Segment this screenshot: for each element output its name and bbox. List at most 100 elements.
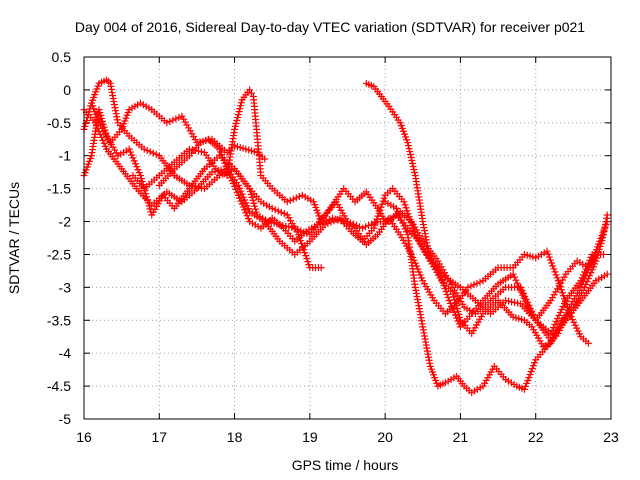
- data-point: [476, 278, 484, 286]
- data-point: [553, 274, 561, 282]
- data-point: [406, 148, 414, 156]
- data-point: [502, 297, 510, 305]
- data-point: [559, 292, 567, 300]
- y-tick-label: -3.5: [47, 312, 71, 328]
- data-point: [289, 195, 297, 203]
- data-point: [402, 204, 410, 212]
- data-point: [305, 261, 313, 269]
- data-point: [291, 224, 299, 232]
- series-satellite-track-6: [155, 135, 592, 347]
- data-point: [294, 225, 302, 233]
- data-point: [523, 379, 531, 387]
- data-point: [362, 223, 370, 231]
- data-point: [603, 218, 611, 226]
- data-point: [407, 219, 415, 227]
- data-point: [464, 283, 472, 291]
- x-tick-labels: 16 17 18 19 20 21 22 23: [76, 429, 619, 445]
- data-point: [380, 194, 388, 202]
- x-tick-label: 17: [151, 429, 167, 445]
- data-point: [197, 148, 205, 156]
- x-axis-label: GPS time / hours: [292, 457, 399, 473]
- data-point: [529, 362, 537, 370]
- data-point: [286, 196, 294, 204]
- data-point: [473, 279, 481, 287]
- data-point: [166, 118, 174, 126]
- data-point: [407, 154, 415, 162]
- data-point: [283, 198, 291, 206]
- data-point: [551, 268, 559, 276]
- y-tick-label: -2: [59, 214, 72, 230]
- y-tick-label: 0.5: [52, 49, 72, 65]
- data-point: [232, 119, 240, 127]
- y-tick-labels: 0.5 0 -0.5 -1 -1.5 -2 -2.5 -3 -3.5 -4 -4.5 -5: [47, 49, 71, 427]
- data-point: [143, 146, 151, 154]
- series-satellite-track-5: [129, 86, 611, 344]
- data-point: [561, 298, 569, 306]
- data-point: [558, 306, 566, 314]
- data-point: [584, 339, 592, 347]
- data-point: [185, 181, 193, 189]
- data-point: [277, 208, 285, 216]
- data-point: [524, 376, 532, 384]
- y-axis-label: SDTVAR / TECUs: [6, 182, 22, 294]
- data-point: [508, 298, 516, 306]
- data-point: [319, 218, 327, 226]
- data-point: [401, 201, 409, 209]
- data-point: [549, 262, 557, 270]
- data-point: [140, 145, 148, 153]
- data-point: [288, 223, 296, 231]
- data-point: [400, 198, 408, 206]
- data-point: [515, 282, 523, 290]
- data-point: [313, 221, 321, 229]
- x-tick-label: 19: [302, 429, 318, 445]
- data-point: [152, 150, 160, 158]
- data-point: [525, 374, 533, 382]
- x-tick-label: 23: [603, 429, 619, 445]
- data-point: [545, 253, 553, 261]
- data-point: [235, 108, 243, 116]
- data-point: [521, 297, 529, 305]
- x-tick-label: 18: [227, 429, 243, 445]
- data-point: [555, 311, 563, 319]
- series-satellite-track-7: [362, 79, 611, 351]
- y-tick-label: -1: [59, 148, 72, 164]
- data-point: [208, 168, 216, 176]
- data-point: [527, 368, 535, 376]
- data-point: [404, 139, 412, 147]
- data-point: [408, 222, 416, 230]
- data-point: [372, 218, 380, 226]
- data-marks: [80, 76, 611, 397]
- x-tick-label: 20: [377, 429, 393, 445]
- series-satellite-track-8: [381, 198, 611, 397]
- data-point: [603, 211, 611, 219]
- y-tick-label: -1.5: [47, 181, 71, 197]
- x-tick-label: 16: [76, 429, 92, 445]
- data-point: [599, 250, 607, 258]
- data-point: [510, 273, 518, 281]
- data-point: [370, 224, 378, 232]
- data-point: [551, 320, 559, 328]
- data-point: [149, 149, 157, 157]
- data-point: [371, 221, 379, 229]
- data-point: [292, 194, 300, 202]
- data-point: [274, 207, 282, 215]
- data-point: [316, 220, 324, 228]
- data-point: [406, 151, 414, 159]
- data-point: [377, 203, 385, 211]
- data-point: [444, 294, 452, 302]
- data-point: [555, 280, 563, 288]
- data-point: [405, 145, 413, 153]
- data-point: [531, 359, 539, 367]
- data-point: [175, 114, 183, 122]
- data-point: [136, 171, 144, 179]
- data-point: [231, 125, 239, 133]
- data-point: [139, 181, 147, 189]
- data-point: [365, 221, 373, 229]
- chart-title: Day 004 of 2016, Sidereal Day-to-day VTE…: [75, 19, 585, 35]
- data-point: [513, 279, 521, 287]
- y-tick-label: -0.5: [47, 115, 71, 131]
- data-point: [268, 204, 276, 212]
- data-point: [505, 297, 513, 305]
- data-point: [368, 220, 376, 228]
